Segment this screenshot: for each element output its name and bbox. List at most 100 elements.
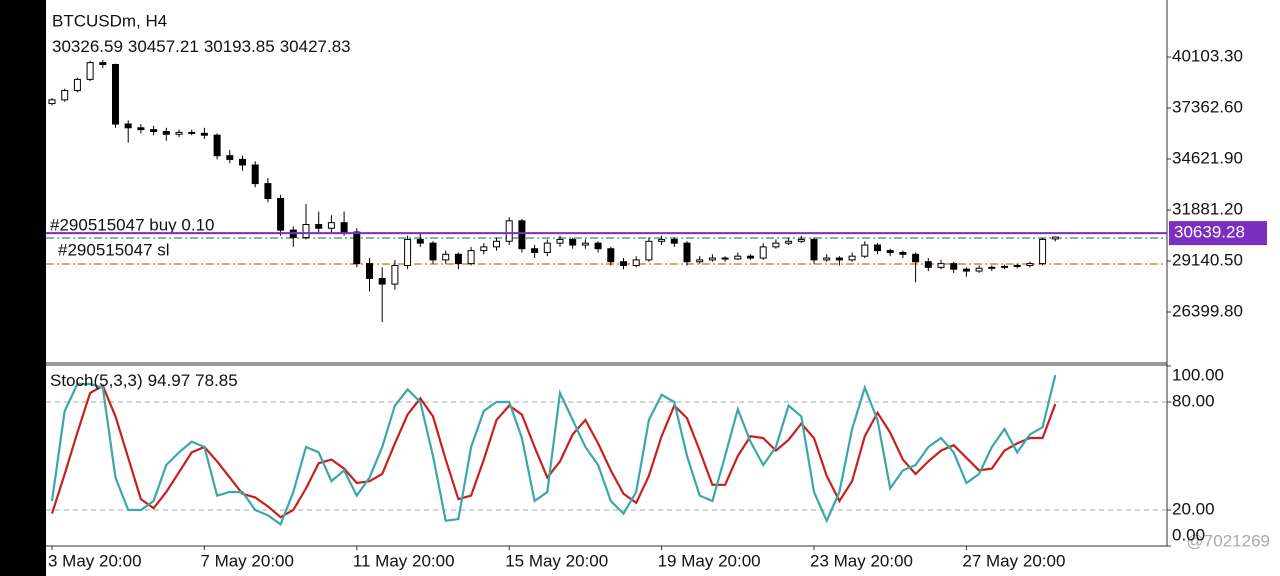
ohlc-value: 30427.83 [280,37,351,56]
candle-body [493,240,500,248]
y-tick-label: 40103.30 [1172,46,1243,65]
y-tick-label: 29140.50 [1172,250,1243,269]
price-label: 30639.28 [1174,223,1245,242]
candle-body [200,132,208,136]
candle-body [823,257,831,261]
candle-body [569,238,577,246]
candle-body [950,263,958,270]
candle-body [797,238,805,242]
candle-body [1013,264,1021,267]
y-tick-label: 80.00 [1172,391,1215,410]
candle-body [239,158,246,166]
candle-body [1001,265,1008,268]
candle-body [429,242,437,261]
candle-body [835,257,843,261]
candle-body [658,238,666,242]
candle-body [73,78,81,92]
x-tick-label: 19 May 20:00 [658,551,761,570]
candle-body [315,224,323,229]
candle-body [1039,238,1047,265]
candle-body [213,134,221,157]
candle-body [467,250,475,265]
indicator-header: Stoch(5,3,3) 94.97 78.85 [50,371,238,390]
candle-body [48,99,56,105]
candle-body [162,130,170,135]
watermark: @7021269 [1187,531,1270,550]
candle-body [327,222,335,229]
indicator-value: 78.85 [195,371,238,390]
y-tick-label: 34621.90 [1172,148,1243,167]
x-tick-label: 3 May 20:00 [48,551,142,570]
y-tick-label: 31881.20 [1172,199,1243,218]
chart-title: BTCUSDm, H4 [52,11,167,30]
candle-body [543,242,551,253]
candle-body [112,63,119,125]
candle-body [759,246,767,259]
candle-body [645,240,653,261]
candle-body [607,248,615,263]
candle-body [302,224,310,239]
candle-body [251,164,259,185]
x-tick-label: 23 May 20:00 [810,551,913,570]
candle-body [99,62,107,65]
candle-body [988,266,996,269]
ohlc-value: 30457.21 [128,37,199,56]
candle-body [975,267,983,272]
candle-body [391,264,399,285]
candle-body [366,263,373,280]
ohlc-header: 30326.59 30457.21 30193.85 30427.83 [52,37,351,56]
candle-body [962,268,970,272]
x-tick-label: 7 May 20:00 [200,551,294,570]
candle-body [518,220,526,250]
stoch-line [50,384,1057,519]
candle-body [480,246,488,252]
candle-body [899,251,907,255]
indicator-title: Stoch(5,3,3) [50,371,143,390]
candle-body [594,242,602,250]
candle-body [416,238,424,244]
candle-body [785,240,793,244]
candle-body [632,259,640,266]
candle-body [810,238,818,261]
candle-body [137,127,145,131]
order-label: #290515047 sl [58,240,170,259]
candle-body [848,255,856,261]
candle-body [581,242,589,246]
candle-body [937,263,945,268]
candle-body [670,238,678,244]
indicator-value: 94.97 [148,371,191,390]
candle-body [264,183,272,199]
x-tick-label: 27 May 20:00 [962,551,1065,570]
candle-body [556,238,564,244]
candle-body [61,90,69,101]
candle-body [150,129,158,132]
candle-body [721,257,729,260]
y-tick-label: 20.00 [1172,499,1215,518]
candle-body [747,255,754,259]
candle-body [708,257,716,261]
x-tick-label: 11 May 20:00 [353,551,455,570]
candle-body [924,261,932,268]
candle-body [442,253,450,261]
candle-body [277,197,285,231]
y-tick-label: 100.00 [1172,365,1224,384]
ohlc-value: 30193.85 [204,37,275,56]
candle-body [861,244,869,257]
price-label-box [1169,221,1267,246]
y-tick-label: 37362.60 [1172,97,1243,116]
candle-body [912,253,920,263]
candle-body [620,261,627,266]
candle-body [124,123,132,129]
y-tick-label: 26399.80 [1172,301,1243,320]
ohlc-value: 30326.59 [52,37,123,56]
candle-body [1026,263,1034,266]
candle-body [696,259,704,263]
candle-body [404,238,412,266]
candle-body [353,231,361,265]
candle-body [734,255,742,260]
candle-body [86,62,94,80]
y-tick-label: 0.00 [1172,525,1205,544]
left-edge [0,0,46,576]
